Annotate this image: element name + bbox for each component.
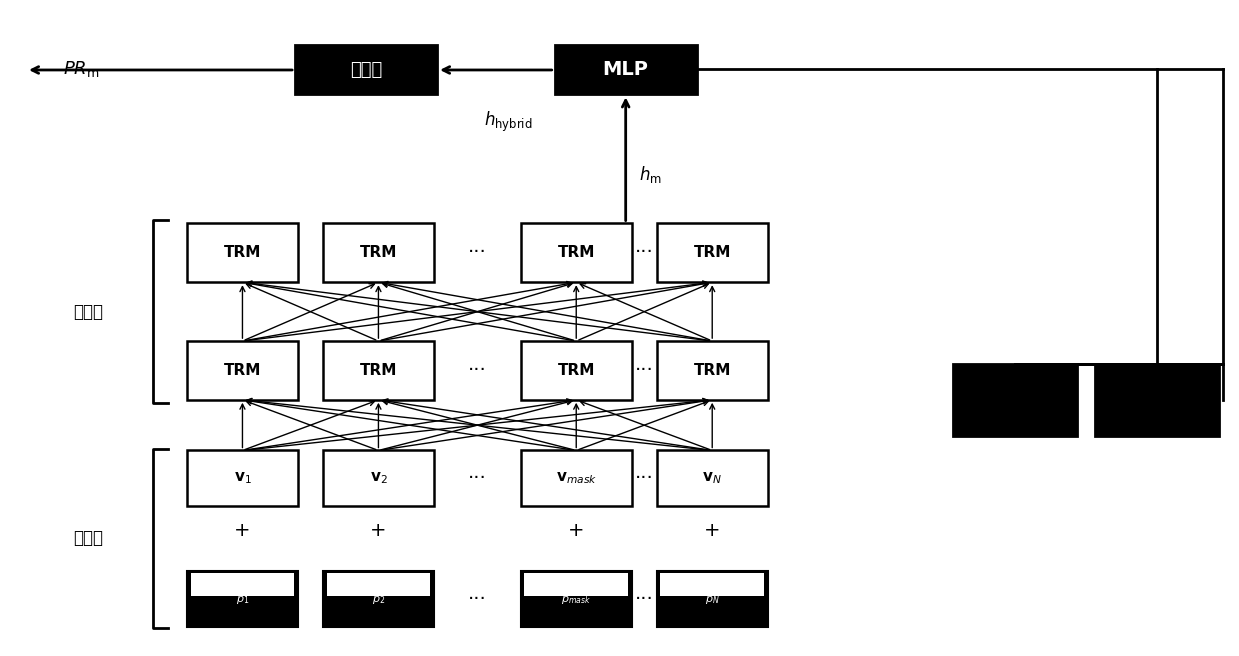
Bar (520, 224, 632, 282)
Bar (187, 341, 299, 400)
Text: TRM: TRM (359, 245, 398, 260)
Bar (555, 45, 696, 94)
Text: +: + (234, 521, 250, 540)
Text: ···: ··· (634, 361, 654, 380)
Bar (191, 573, 295, 596)
Text: TRM: TRM (224, 363, 261, 378)
Bar (657, 571, 768, 627)
Bar (520, 451, 632, 506)
Bar (323, 341, 434, 400)
Bar (187, 571, 299, 627)
Bar (657, 451, 768, 506)
Bar (953, 364, 1077, 436)
Bar (187, 451, 299, 506)
Text: ···: ··· (634, 469, 654, 488)
Text: TRM: TRM (558, 245, 595, 260)
Text: $\mathbf{v}_2$: $\mathbf{v}_2$ (369, 470, 388, 486)
Bar (1095, 364, 1219, 436)
Text: 映射层: 映射层 (349, 61, 382, 79)
Text: ···: ··· (468, 361, 487, 380)
Text: $p_N$: $p_N$ (705, 594, 720, 606)
Bar (187, 224, 299, 282)
Bar (323, 451, 434, 506)
Text: +: + (704, 521, 720, 540)
Text: $PR_\mathrm{m}$: $PR_\mathrm{m}$ (63, 58, 100, 79)
Bar (520, 571, 632, 627)
Text: TRM: TRM (359, 363, 398, 378)
Text: ···: ··· (634, 243, 654, 262)
Text: $h_{\rm hybrid}$: $h_{\rm hybrid}$ (484, 110, 533, 134)
Text: TRM: TRM (694, 245, 731, 260)
Bar (657, 341, 768, 400)
Text: TRM: TRM (694, 363, 731, 378)
Text: $\mathbf{v}_1$: $\mathbf{v}_1$ (233, 470, 252, 486)
Text: $p_2$: $p_2$ (372, 594, 385, 606)
Text: MLP: MLP (602, 60, 649, 79)
Bar (657, 224, 768, 282)
Bar (323, 571, 434, 627)
Bar (327, 573, 430, 596)
Text: ···: ··· (634, 590, 654, 609)
Text: TRM: TRM (558, 363, 595, 378)
Text: $p_{mask}$: $p_{mask}$ (561, 594, 591, 606)
Text: $\mathbf{v}_{mask}$: $\mathbf{v}_{mask}$ (555, 470, 597, 486)
Text: $\mathbf{v}_N$: $\mathbf{v}_N$ (703, 470, 722, 486)
Bar (660, 573, 764, 596)
Bar (323, 224, 434, 282)
Bar (520, 341, 632, 400)
Bar (295, 45, 437, 94)
Text: $p_1$: $p_1$ (235, 594, 249, 606)
Text: $h_{\rm m}$: $h_{\rm m}$ (639, 164, 662, 185)
Text: ···: ··· (468, 243, 487, 262)
Text: 输入层: 输入层 (73, 529, 103, 547)
Text: +: + (370, 521, 387, 540)
Text: ···: ··· (468, 590, 487, 609)
Bar (524, 573, 628, 596)
Text: ···: ··· (468, 469, 487, 488)
Text: 编码层: 编码层 (73, 302, 103, 321)
Text: TRM: TRM (224, 245, 261, 260)
Text: +: + (567, 521, 585, 540)
